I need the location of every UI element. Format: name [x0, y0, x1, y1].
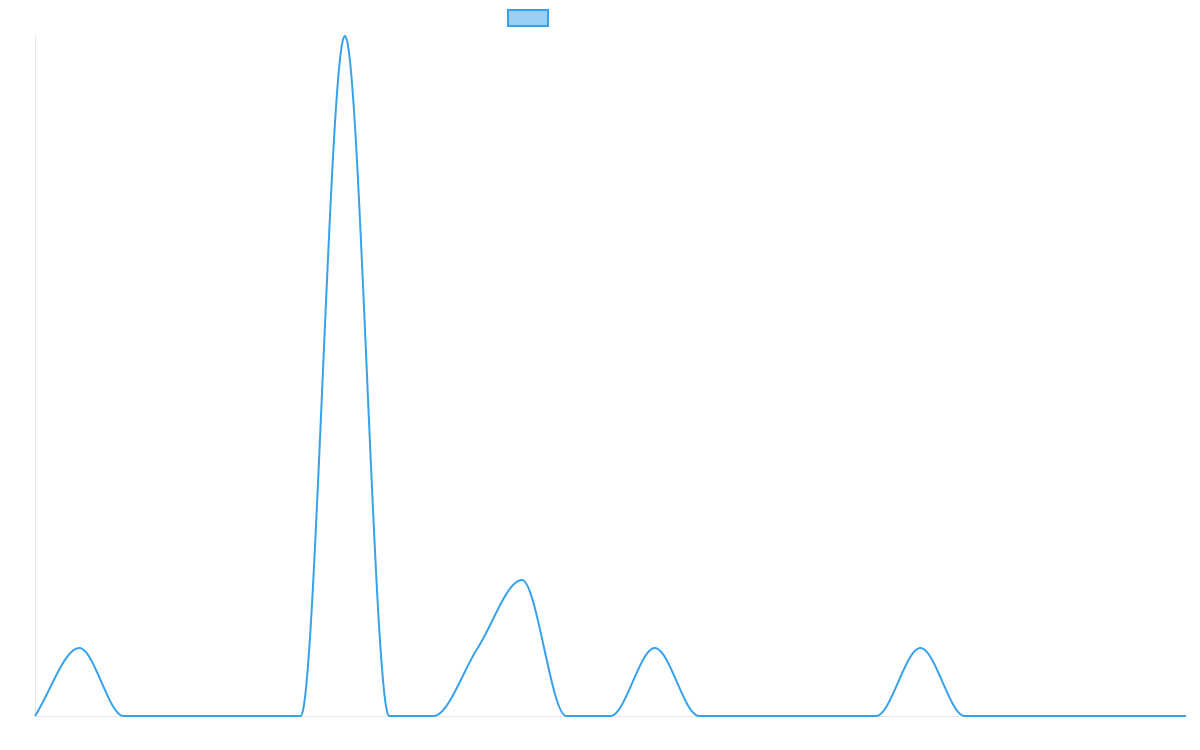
data-point[interactable] [916, 644, 924, 652]
data-point[interactable] [429, 712, 437, 720]
data-point[interactable] [164, 712, 172, 720]
data-point[interactable] [1049, 712, 1057, 720]
data-point[interactable] [474, 644, 482, 652]
data-point[interactable] [75, 644, 83, 652]
data-point[interactable] [651, 644, 659, 652]
data-point[interactable] [385, 712, 393, 720]
data-point[interactable] [1138, 712, 1146, 720]
data-point[interactable] [1093, 712, 1101, 720]
data-point[interactable] [208, 712, 216, 720]
data-point[interactable] [695, 712, 703, 720]
data-point[interactable] [120, 712, 128, 720]
data-point[interactable] [31, 712, 39, 720]
data-point[interactable] [739, 712, 747, 720]
data-point[interactable] [828, 712, 836, 720]
series-line-0 [34, 34, 1186, 717]
legend-swatch[interactable] [507, 9, 549, 27]
data-point[interactable] [562, 712, 570, 720]
data-point[interactable] [607, 712, 615, 720]
legend[interactable] [507, 9, 549, 27]
data-point[interactable] [872, 712, 880, 720]
series-layer [31, 32, 1190, 720]
data-point[interactable] [1005, 712, 1013, 720]
data-point[interactable] [297, 712, 305, 720]
data-point[interactable] [341, 32, 349, 40]
data-point[interactable] [961, 712, 969, 720]
data-point[interactable] [518, 576, 526, 584]
data-point[interactable] [784, 712, 792, 720]
data-point[interactable] [1182, 712, 1190, 720]
data-point[interactable] [252, 712, 260, 720]
